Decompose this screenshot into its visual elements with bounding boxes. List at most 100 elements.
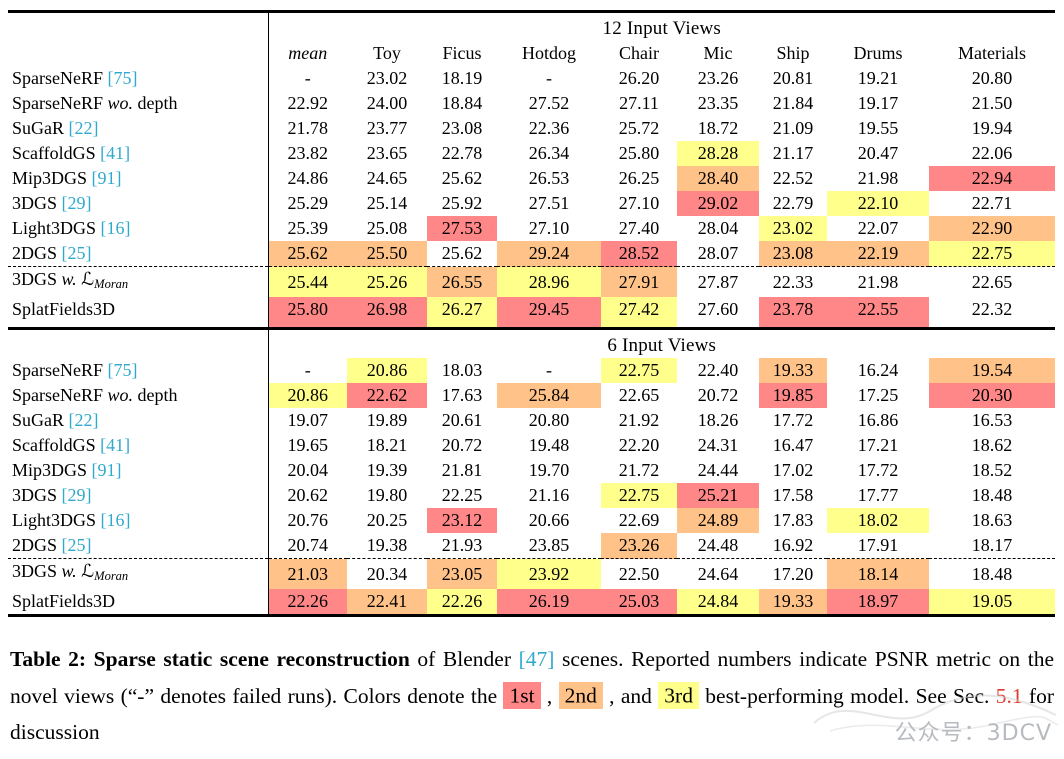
value-cell: 29.02 — [677, 191, 759, 216]
citation-link[interactable]: [75] — [107, 68, 138, 88]
section-ref-link[interactable]: 5.1 — [995, 683, 1023, 708]
value-cell: 26.55 — [427, 266, 497, 297]
table-row: Light3DGS [16] 20.76 20.25 23.12 20.66 22.69 2… — [8, 508, 1055, 533]
italic-text: w. — [61, 269, 82, 289]
value-cell: 17.25 — [857, 385, 899, 405]
citation-link[interactable]: [25] — [61, 535, 92, 555]
value-cell: 22.20 — [618, 435, 660, 455]
col-header-toy: Toy — [373, 43, 401, 63]
method-name: SplatFields3D — [8, 589, 269, 616]
value-cell: 21.09 — [772, 118, 814, 138]
value-cell: 27.53 — [427, 216, 497, 241]
text-segment: ScaffoldGS — [12, 143, 101, 163]
value-cell: 23.12 — [427, 508, 497, 533]
text-segment: SparseNeRF — [12, 93, 108, 113]
method-name: SparseNeRF wo. depth — [8, 91, 269, 116]
citation-link[interactable]: [25] — [61, 243, 92, 263]
method-name: 3DGS [29] — [8, 483, 269, 508]
value-cell: 19.17 — [857, 93, 899, 113]
method-name: SuGaR [22] — [8, 408, 269, 433]
text-segment: 3DGS — [12, 269, 62, 289]
value-cell: 22.75 — [929, 241, 1056, 267]
value-cell: 22.10 — [827, 191, 929, 216]
citation-link[interactable]: [16] — [100, 218, 131, 238]
citation-link[interactable]: [91] — [91, 168, 122, 188]
table-row: ScaffoldGS [41] 19.65 18.21 20.72 19.48 22.20… — [8, 433, 1055, 458]
citation-link[interactable]: [29] — [61, 193, 92, 213]
value-cell: 22.19 — [827, 241, 929, 267]
section-title: 12 Input Views — [602, 18, 721, 39]
value-cell: 16.53 — [971, 410, 1013, 430]
value-cell: 20.72 — [697, 385, 739, 405]
value-cell: 28.07 — [697, 243, 739, 263]
citation-link[interactable]: [47] — [518, 647, 555, 671]
text-segment: 2DGS — [12, 243, 62, 263]
section-title: 6 Input Views — [607, 335, 717, 356]
value-cell: 25.72 — [618, 118, 660, 138]
value-cell: 20.25 — [366, 510, 408, 530]
citation-link[interactable]: [29] — [61, 485, 92, 505]
italic-text: w. — [61, 561, 82, 581]
value-cell: 26.98 — [347, 297, 427, 330]
method-column-spacer — [8, 328, 269, 358]
value-cell: 18.14 — [827, 558, 929, 589]
col-header-drums: Drums — [853, 43, 903, 63]
value-cell: 20.34 — [347, 558, 427, 589]
value-cell: 22.65 — [618, 385, 660, 405]
value-cell: - — [304, 68, 311, 88]
table-row: 2DGS [25] 25.62 25.50 25.62 29.24 28.52 28.07 2… — [8, 241, 1056, 267]
table-row: SplatFields3D 22.26 22.41 22.26 26.19 25.03 24… — [8, 589, 1056, 616]
method-name: SuGaR [22] — [8, 116, 269, 141]
value-cell: 22.90 — [929, 216, 1056, 241]
value-cell: 17.21 — [857, 435, 899, 455]
value-cell: 28.28 — [677, 141, 759, 166]
value-cell: 22.41 — [347, 589, 427, 616]
citation-link[interactable]: [41] — [100, 435, 131, 455]
table-row: 2DGS [25] 20.74 19.38 21.93 23.85 23.26 24.48 1… — [8, 533, 1055, 559]
text-segment: Mip3DGS — [12, 460, 92, 480]
value-cell: 25.80 — [268, 297, 347, 330]
text-segment: SparseNeRF — [12, 68, 108, 88]
value-cell: 20.81 — [772, 68, 814, 88]
value-cell: 16.24 — [857, 360, 899, 380]
method-name: Light3DGS [16] — [8, 508, 269, 533]
value-cell: 19.94 — [971, 118, 1013, 138]
value-cell: 26.25 — [618, 168, 660, 188]
value-cell: 19.85 — [759, 383, 827, 408]
value-cell: 25.08 — [366, 218, 408, 238]
value-cell: 24.86 — [287, 168, 329, 188]
value-cell: 25.92 — [441, 193, 483, 213]
column-header-row: mean Toy Ficus Hotdog Chair Mic Ship Drums Mater… — [8, 41, 1055, 66]
citation-link[interactable]: [22] — [68, 410, 99, 430]
value-cell: 27.10 — [528, 218, 570, 238]
citation-link[interactable]: [75] — [107, 360, 138, 380]
value-cell: 25.50 — [347, 241, 427, 267]
col-header-hotdog: Hotdog — [522, 43, 576, 63]
value-cell: 21.81 — [441, 460, 483, 480]
method-name: Mip3DGS [91] — [8, 458, 269, 483]
value-cell: 22.62 — [347, 383, 427, 408]
value-cell: 22.52 — [772, 168, 814, 188]
citation-link[interactable]: [41] — [100, 143, 131, 163]
col-header-ficus: Ficus — [442, 43, 482, 63]
citation-link[interactable]: [22] — [68, 118, 99, 138]
watermark-text: 公众号：3DCV — [894, 721, 1052, 746]
value-cell: 24.89 — [677, 508, 759, 533]
value-cell: 18.17 — [971, 535, 1013, 555]
method-name: 2DGS [25] — [8, 533, 269, 559]
value-cell: 21.98 — [827, 266, 929, 297]
value-cell: 22.71 — [971, 193, 1013, 213]
value-cell: 24.48 — [697, 535, 739, 555]
value-cell: 24.00 — [366, 93, 408, 113]
citation-link[interactable]: [91] — [91, 460, 122, 480]
text-segment: Light3DGS — [12, 218, 101, 238]
value-cell: 18.48 — [971, 485, 1013, 505]
value-cell: 21.98 — [857, 168, 899, 188]
table-row: Light3DGS [16] 25.39 25.08 27.53 27.10 27.40 2… — [8, 216, 1056, 241]
value-cell: 23.02 — [759, 216, 827, 241]
col-header-chair: Chair — [619, 43, 659, 63]
value-cell: 21.84 — [772, 93, 814, 113]
citation-link[interactable]: [16] — [100, 510, 131, 530]
bold-text: Table 2: Sparse static scene reconstruct… — [10, 647, 410, 671]
value-cell: 18.02 — [827, 508, 929, 533]
